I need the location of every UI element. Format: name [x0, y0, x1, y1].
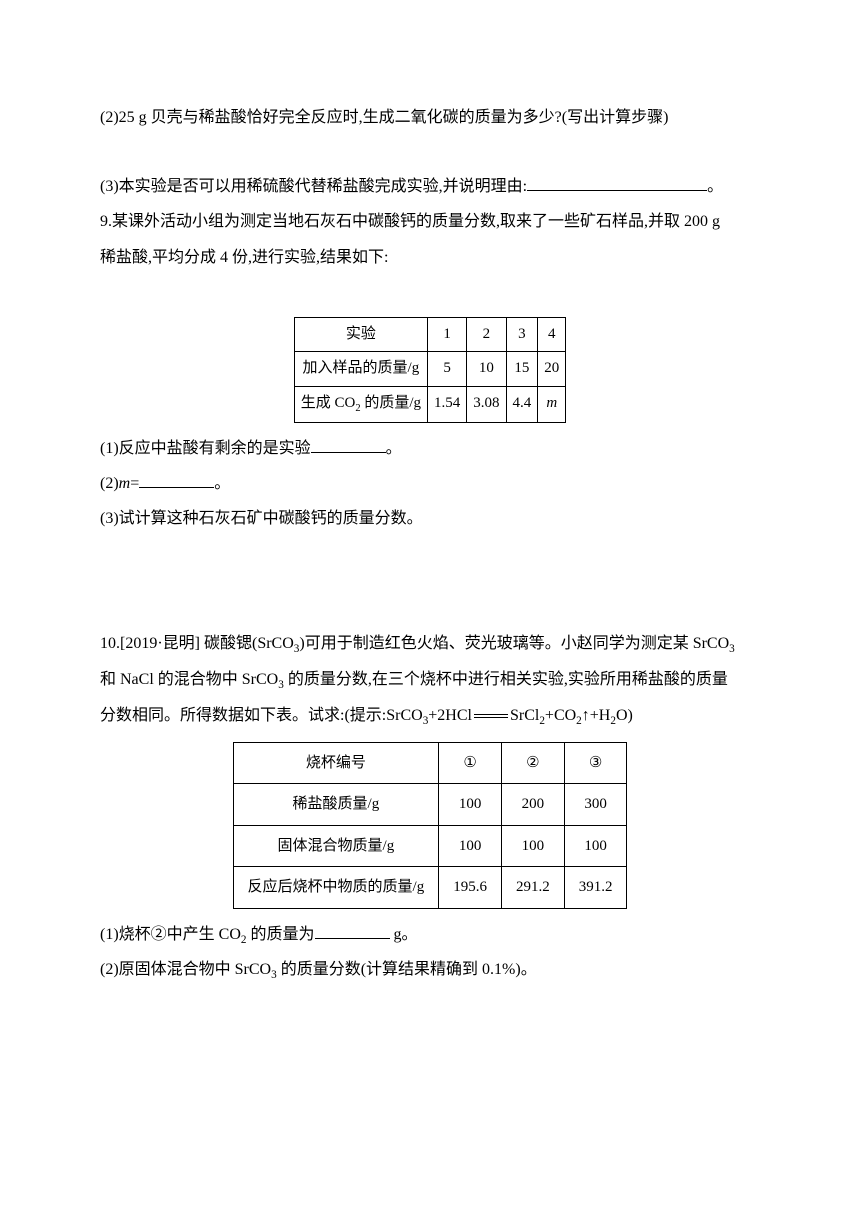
table-row: 加入样品的质量/g 5 10 15 20: [294, 352, 566, 387]
answer-blank[interactable]: [139, 469, 214, 488]
cell: 加入样品的质量/g: [294, 352, 427, 387]
text: SrCl: [510, 707, 539, 724]
cell: 200: [501, 784, 564, 826]
table-row: 实验 1 2 3 4: [294, 317, 566, 352]
cell: 2: [467, 317, 506, 352]
text: 的质量分数,在三个烧杯中进行相关实验,实验所用稀盐酸的质量: [284, 671, 728, 688]
cell: 100: [501, 825, 564, 867]
q8-p3-end: 。: [707, 178, 723, 195]
cell: 稀盐酸质量/g: [233, 784, 439, 826]
q9-intro-line2: 稀盐酸,平均分成 4 份,进行实验,结果如下:: [100, 240, 760, 275]
text: ↑+H: [582, 707, 611, 724]
cell: 391.2: [564, 867, 627, 909]
text: (1)烧杯②中产生 CO: [100, 926, 241, 943]
text: 10.[2019·昆明] 碳酸锶(SrCO: [100, 635, 294, 652]
cell: ②: [501, 742, 564, 784]
text: (1)反应中盐酸有剩余的是实验: [100, 440, 311, 457]
cell: 实验: [294, 317, 427, 352]
cell: 291.2: [501, 867, 564, 909]
text: +CO: [545, 707, 576, 724]
answer-blank[interactable]: [315, 920, 390, 939]
cell: m: [538, 386, 566, 422]
cell: ①: [439, 742, 502, 784]
cell: 100: [439, 784, 502, 826]
cell: 15: [506, 352, 538, 387]
text: 的质量为: [246, 926, 314, 943]
table-row: 生成 CO2 的质量/g 1.54 3.08 4.4 m: [294, 386, 566, 422]
cell: 300: [564, 784, 627, 826]
q10-line2: 和 NaCl 的混合物中 SrCO3 的质量分数,在三个烧杯中进行相关实验,实验…: [100, 662, 760, 698]
cell: 100: [439, 825, 502, 867]
cell: 反应后烧杯中物质的质量/g: [233, 867, 439, 909]
q8-part3: (3)本实验是否可以用稀硫酸代替稀盐酸完成实验,并说明理由: 。: [100, 169, 760, 204]
text: 和 NaCl 的混合物中 SrCO: [100, 671, 278, 688]
q8-part2: (2)25 g 贝壳与稀盐酸恰好完全反应时,生成二氧化碳的质量为多少?(写出计算…: [100, 100, 760, 135]
text: 。: [386, 440, 402, 457]
cell: 烧杯编号: [233, 742, 439, 784]
text: 的质量分数(计算结果精确到 0.1%)。: [277, 961, 537, 978]
spacer: [100, 275, 760, 309]
q10-part2: (2)原固体混合物中 SrCO3 的质量分数(计算结果精确到 0.1%)。: [100, 952, 760, 988]
q10-line1: 10.[2019·昆明] 碳酸锶(SrCO3)可用于制造红色火焰、荧光玻璃等。小…: [100, 626, 760, 662]
cell: 10: [467, 352, 506, 387]
text: 。: [214, 475, 230, 492]
spacer: [100, 592, 760, 626]
text: 分数相同。所得数据如下表。试求:(提示:SrCO: [100, 707, 423, 724]
reaction-equals: [474, 714, 508, 718]
cell: 5: [428, 352, 467, 387]
text: (2): [100, 475, 119, 492]
cell: 生成 CO2 的质量/g: [294, 386, 427, 422]
q9-intro-line1: 9.某课外活动小组为测定当地石灰石中碳酸钙的质量分数,取来了一些矿石样品,并取 …: [100, 204, 760, 239]
q9-part3: (3)试计算这种石灰石矿中碳酸钙的质量分数。: [100, 501, 760, 536]
q9-part1: (1)反应中盐酸有剩余的是实验 。: [100, 431, 760, 466]
cell: 20: [538, 352, 566, 387]
cell: 3.08: [467, 386, 506, 422]
cell: 固体混合物质量/g: [233, 825, 439, 867]
cell: ③: [564, 742, 627, 784]
text: )可用于制造红色火焰、荧光玻璃等。小赵同学为测定某 SrCO: [299, 635, 729, 652]
spacer: [100, 135, 760, 169]
text: O): [616, 707, 633, 724]
cell: 3: [506, 317, 538, 352]
q10-part1: (1)烧杯②中产生 CO2 的质量为 g。: [100, 917, 760, 953]
cell: 4.4: [506, 386, 538, 422]
q10-data-table: 烧杯编号 ① ② ③ 稀盐酸质量/g 100 200 300 固体混合物质量/g…: [233, 742, 628, 909]
text: (2)原固体混合物中 SrCO: [100, 961, 271, 978]
table-row: 固体混合物质量/g 100 100 100: [233, 825, 627, 867]
cell: 1: [428, 317, 467, 352]
text: g。: [390, 926, 418, 943]
answer-blank[interactable]: [527, 173, 707, 192]
table-row: 烧杯编号 ① ② ③: [233, 742, 627, 784]
cell: 195.6: [439, 867, 502, 909]
q9-part2: (2)m= 。: [100, 466, 760, 501]
table-row: 稀盐酸质量/g 100 200 300: [233, 784, 627, 826]
cell: 100: [564, 825, 627, 867]
text: =: [130, 475, 139, 492]
cell: 4: [538, 317, 566, 352]
spacer: [100, 536, 760, 592]
q10-line3: 分数相同。所得数据如下表。试求:(提示:SrCO3+2HClSrCl2+CO2↑…: [100, 698, 760, 734]
text: +2HCl: [428, 707, 472, 724]
cell: 1.54: [428, 386, 467, 422]
table-row: 反应后烧杯中物质的质量/g 195.6 291.2 391.2: [233, 867, 627, 909]
q8-p3-text: (3)本实验是否可以用稀硫酸代替稀盐酸完成实验,并说明理由:: [100, 178, 527, 195]
variable-m: m: [119, 475, 131, 492]
q9-data-table: 实验 1 2 3 4 加入样品的质量/g 5 10 15 20 生成 CO2 的…: [294, 317, 567, 423]
answer-blank[interactable]: [311, 434, 386, 453]
